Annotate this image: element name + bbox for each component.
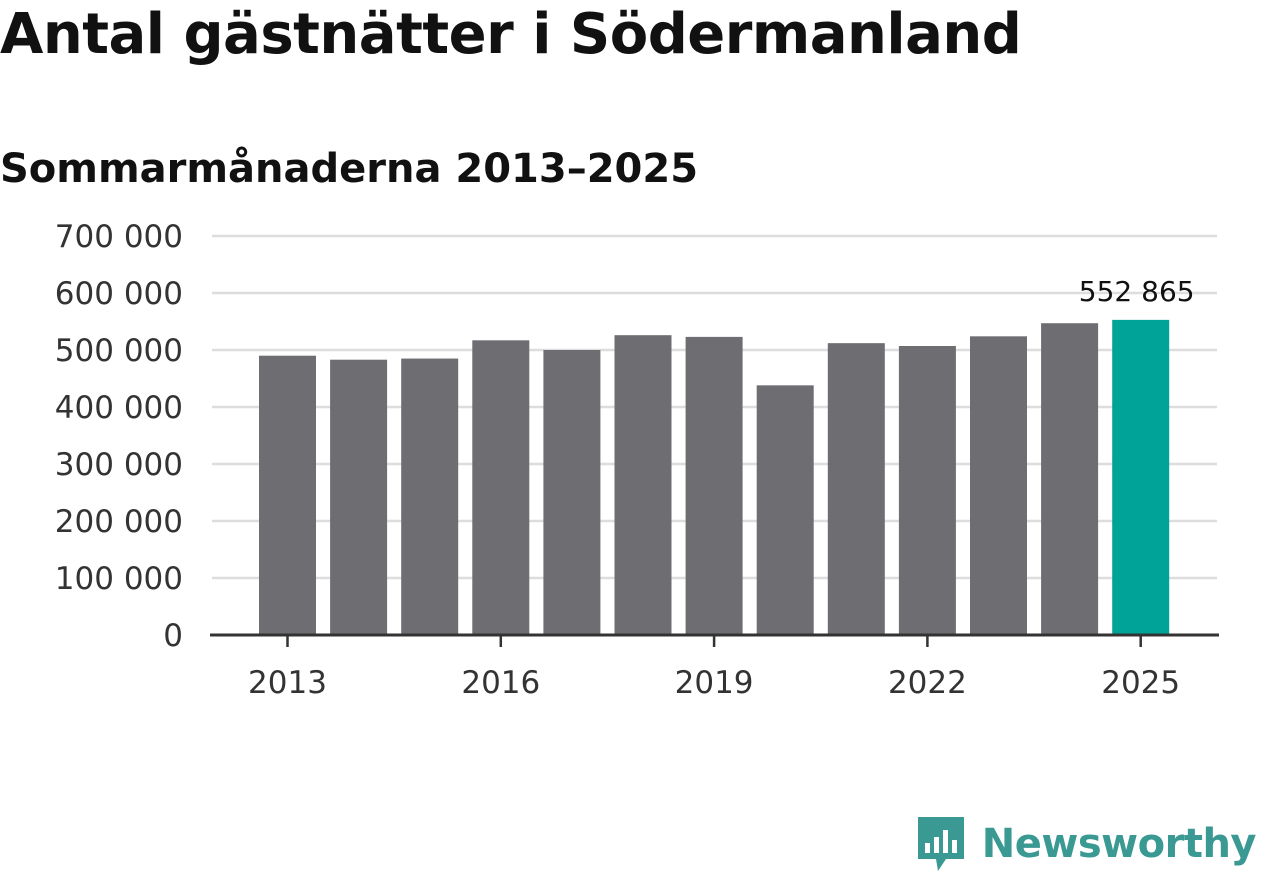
bar-2018 [614,335,672,635]
bar-chart: 0 100 000 200 000 300 000 400 000 500 000 600 … [55,219,1219,701]
y-tick-label: 100 000 [55,561,183,597]
y-tick-label: 400 000 [55,390,183,426]
bar-2024 [1041,323,1099,635]
bars [259,319,1170,635]
y-tick-label: 200 000 [55,504,183,540]
bar-2013 [259,355,316,635]
bar-2014 [330,359,388,635]
bar-2021 [827,343,885,635]
bar-2019 [685,336,743,635]
x-tick-label: 2019 [675,665,754,701]
y-tick-label: 300 000 [55,447,183,483]
newsworthy-logo-icon [917,817,964,871]
brand-name: Newsworthy [981,821,1257,867]
bar-2025 [1112,319,1170,635]
newsworthy-logo: Newsworthy [916,815,1257,873]
y-tick-label: 700 000 [55,219,183,255]
y-tick-label: 500 000 [55,333,183,369]
y-tick-label: 0 [163,618,183,654]
x-axis-ticks: 2013 2016 2019 2022 2025 [248,635,1180,701]
bar-2023 [970,336,1027,635]
bar-2022 [898,346,956,635]
bar-2015 [401,358,459,635]
y-tick-label: 600 000 [55,276,183,312]
x-tick-label: 2013 [248,665,327,701]
data-labels: 552 865 [1079,275,1195,308]
x-tick-label: 2016 [461,665,540,701]
x-tick-label: 2025 [1101,665,1180,701]
chart-subtitle: Sommarmånaderna 2013–2025 [0,146,699,192]
y-axis-ticks: 0 100 000 200 000 300 000 400 000 500 000 600 … [55,219,183,654]
chart-title: Antal gästnätter i Södermanland [0,2,1022,67]
x-tick-label: 2022 [888,665,967,701]
bar-2017 [543,350,601,635]
bar-2020 [756,385,814,635]
data-label: 552 865 [1079,275,1195,308]
bar-2016 [472,340,530,635]
